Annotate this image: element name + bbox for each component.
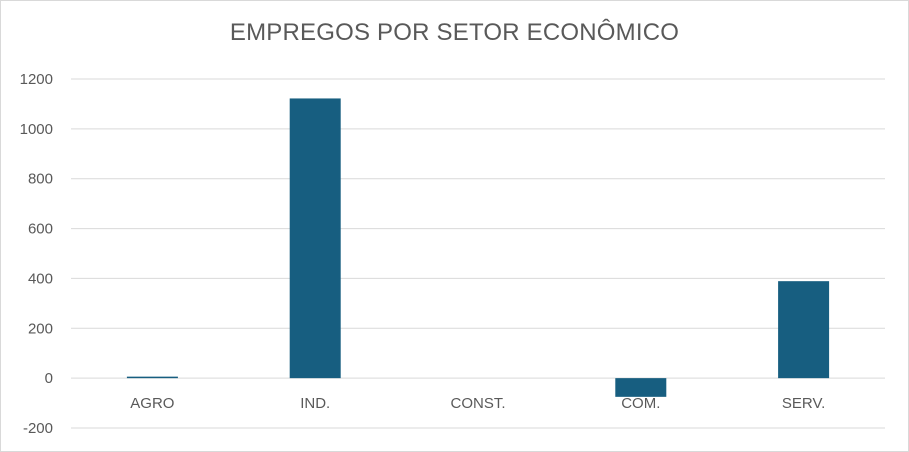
y-tick-label: 800 (28, 171, 53, 188)
y-tick-label: 1200 (20, 71, 53, 88)
y-tick-label: -200 (23, 420, 53, 437)
chart-title: EMPREGOS POR SETOR ECONÔMICO (229, 19, 680, 46)
x-tick-label: IND. (300, 395, 330, 412)
y-tick-label: 600 (28, 221, 53, 238)
x-tick-label: CONST. (450, 395, 505, 412)
x-tick-label: SERV. (782, 395, 825, 412)
bar (615, 378, 667, 397)
x-tick-label: AGRO (130, 395, 174, 412)
y-tick-label: 1000 (20, 121, 53, 138)
y-tick-label: 0 (45, 370, 53, 387)
bar (126, 376, 178, 379)
bar (289, 98, 341, 379)
y-tick-label: 400 (28, 270, 53, 287)
y-tick-label: 200 (28, 320, 53, 337)
x-tick-label: COM. (621, 395, 660, 412)
bar (778, 281, 830, 379)
